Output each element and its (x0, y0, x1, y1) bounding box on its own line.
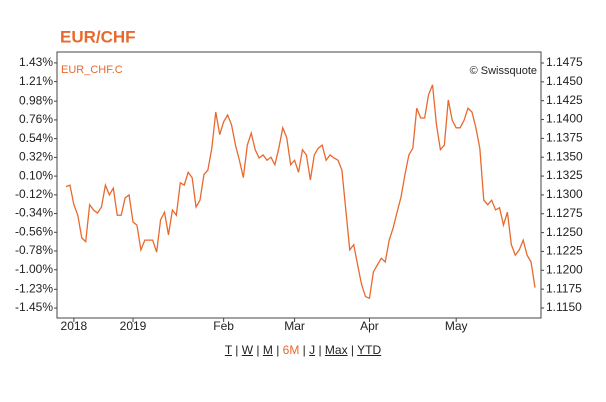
range-link[interactable]: T (224, 343, 232, 357)
range-link[interactable]: Max (324, 343, 348, 357)
chart: EUR/CHF EUR_CHF.C © Swissquote 1.43% 1.21… (15, 27, 583, 333)
separator: | (231, 343, 242, 357)
y-tick-label: 0.98% (19, 93, 53, 107)
separator: | (299, 343, 310, 357)
y2-tick-label: 1.1450 (546, 74, 583, 88)
y-tick-label: 1.43% (19, 55, 53, 69)
separator: | (347, 343, 358, 357)
separator: | (253, 343, 263, 357)
range-links: T | W | M | 6M | J | Max | YTD (0, 343, 606, 357)
range-link[interactable]: YTD (357, 343, 382, 357)
y-tick-label: 0.32% (19, 150, 53, 164)
range-link[interactable]: J (309, 343, 316, 357)
price-line (65, 84, 536, 300)
y-tick-label: -0.78% (15, 243, 53, 257)
x-tick-label: Feb (213, 319, 234, 333)
y2-tick-label: 1.1400 (546, 112, 583, 126)
x-tick-label: Mar (284, 319, 305, 333)
y-tick-label: -1.00% (15, 262, 53, 276)
y-tick-label: -0.34% (15, 206, 53, 220)
x-tick-label: 2019 (120, 319, 147, 333)
y2-tick-label: 1.1175 (546, 281, 582, 295)
y-tick-label: 0.10% (19, 168, 53, 182)
source: © Swissquote (470, 65, 537, 77)
separator: | (272, 343, 283, 357)
chart-title: EUR/CHF (60, 27, 136, 46)
y2-tick-label: 1.1375 (546, 131, 583, 145)
separator: | (315, 343, 325, 357)
y2-tick-label: 1.1325 (546, 168, 583, 182)
range-link[interactable]: 6M (282, 343, 300, 357)
x-tick-label: Apr (360, 319, 379, 333)
y-tick-label: 1.21% (19, 74, 53, 88)
x-tick-label: 2018 (61, 319, 88, 333)
y-tick-label: -1.23% (15, 281, 53, 295)
y2-tick-label: 1.1475 (546, 55, 583, 69)
y-tick-label: -0.56% (15, 224, 53, 238)
y2-tick-label: 1.1200 (546, 262, 583, 276)
y2-tick-label: 1.1300 (546, 187, 583, 201)
range-link[interactable]: W (241, 343, 254, 357)
y2-tick-label: 1.1250 (546, 225, 583, 239)
range-link[interactable]: M (262, 343, 273, 357)
plot-frame (56, 51, 542, 319)
y-tick-label: 0.54% (19, 131, 53, 145)
y2-tick-label: 1.1425 (546, 93, 583, 107)
y2-tick-label: 1.1350 (546, 149, 583, 163)
x-tick-label: May (445, 319, 468, 333)
series-label: EUR_CHF.C (61, 64, 123, 76)
y-tick-label: 0.76% (19, 112, 53, 126)
y2-tick-label: 1.1150 (546, 300, 582, 314)
y2-tick-label: 1.1225 (546, 244, 583, 258)
y-tick-label: -0.12% (15, 187, 53, 201)
y2-tick-label: 1.1275 (546, 206, 583, 220)
y-tick-label: -1.45% (15, 300, 53, 314)
